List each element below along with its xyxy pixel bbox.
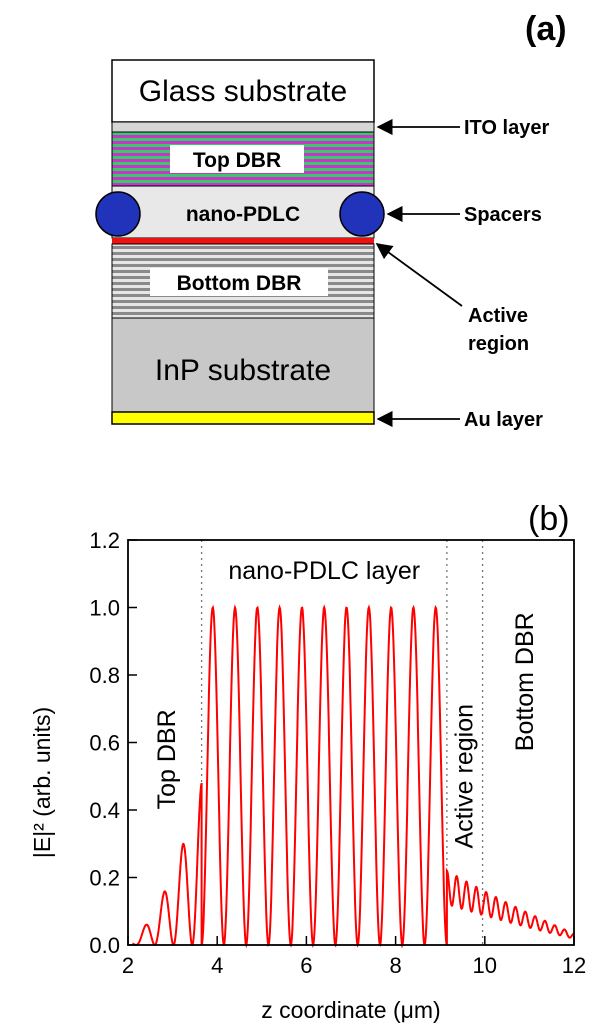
au-callout: Au layer (464, 409, 543, 431)
x-tick-label-0: 2 (122, 953, 134, 978)
top-dbr-label: Top DBR (193, 149, 281, 172)
panel-b-chart: (b) 2 4 6 8 10 12 0.0 0.2 0.4 0.6 0.8 1.0 1.2 z coor… (29, 500, 586, 1023)
axis-ticks: 2 4 6 8 10 12 0.0 0.2 0.4 0.6 0.8 1.0 1.2 (89, 528, 586, 978)
y-tick-label-3: 0.6 (89, 731, 120, 756)
panel-a-label: (a) (525, 10, 567, 48)
field-intensity-line (131, 604, 575, 949)
glass-substrate-layer (111, 59, 375, 123)
y-tick-label-5: 1.0 (89, 596, 120, 621)
x-tick-label-2: 6 (300, 953, 312, 978)
active-region-arrow (375, 243, 463, 307)
ito-layer (111, 121, 375, 133)
x-tick-label-1: 4 (211, 953, 223, 978)
y-tick-label-1: 0.2 (89, 866, 120, 891)
y-tick-label-0: 0.0 (89, 933, 120, 958)
region-label-bottom-dbr: Bottom DBR (511, 612, 539, 751)
active-region-layer (112, 238, 374, 244)
au-layer (111, 411, 375, 425)
panel-a-diagram: (a) Glass substrate Top DBR nano-PDLC Bo… (95, 10, 567, 431)
pdlc-layer (111, 185, 375, 239)
x-tick-label-4: 10 (473, 953, 497, 978)
bottom-dbr-label-box (150, 268, 328, 296)
x-tick-label-5: 12 (562, 953, 586, 978)
region-label-top-dbr: Top DBR (153, 709, 181, 809)
y-tick-label-6: 1.2 (89, 528, 120, 553)
inp-substrate-layer (111, 317, 375, 413)
x-tick-label-3: 8 (389, 953, 401, 978)
y-axis-label: |E|² (arb. units) (29, 707, 55, 858)
top-dbr-label-box (170, 145, 304, 173)
spacer-right (339, 191, 385, 237)
pdlc-label: nano-PDLC (186, 203, 300, 226)
spacers-callout: Spacers (464, 204, 542, 226)
active-callout-line2: region (468, 333, 529, 355)
x-axis-label: z coordinate (μm) (261, 997, 440, 1023)
ito-callout: ITO layer (464, 117, 549, 139)
y-tick-label-4: 0.8 (89, 663, 120, 688)
y-tick-label-2: 0.4 (89, 798, 120, 823)
region-label-pdlc: nano-PDLC layer (228, 557, 420, 585)
panel-b-label: (b) (528, 500, 570, 538)
active-callout-line1: Active (468, 305, 528, 327)
glass-substrate-label: Glass substrate (139, 75, 347, 108)
inp-substrate-label: InP substrate (155, 354, 331, 387)
bottom-dbr-label: Bottom DBR (177, 272, 302, 295)
region-label-active: Active region (451, 704, 479, 849)
spacer-left (95, 191, 141, 237)
